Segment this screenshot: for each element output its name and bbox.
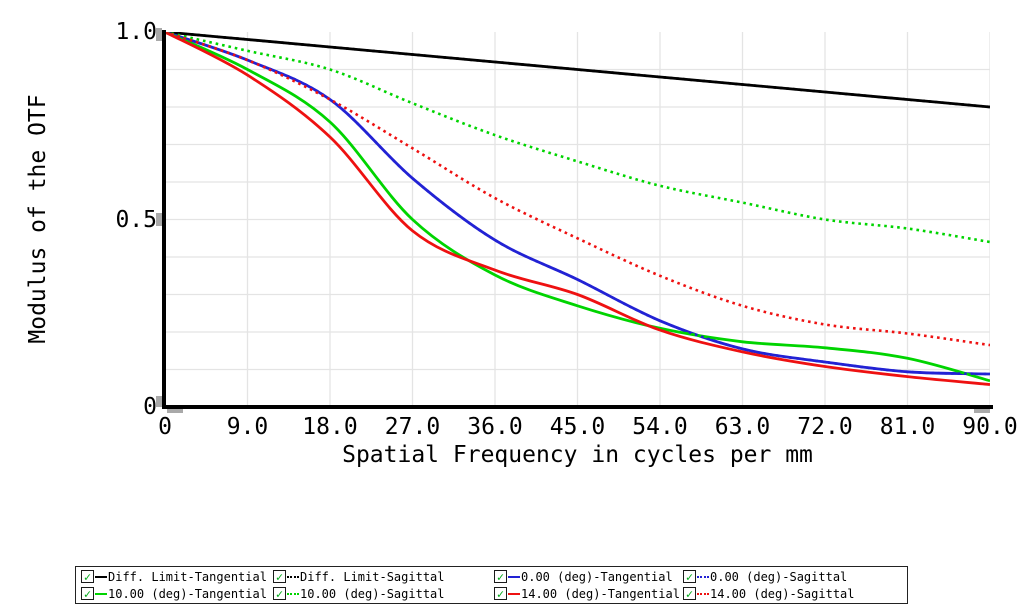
y-axis-title: Modulus of the OTF [25,94,51,344]
legend-checkbox[interactable]: ✓ [81,587,94,600]
legend-checkbox[interactable]: ✓ [273,570,286,583]
x-tick-label-18.0: 18.0 [302,414,358,440]
legend-item: ✓ 0.00 (deg)-Sagittal [683,568,898,585]
legend-checkbox[interactable]: ✓ [494,570,507,583]
x-axis-tick-0 [167,409,183,413]
legend-line-sample [697,592,709,595]
series-14-00-deg-sagittal [165,32,990,347]
series-14-00-deg-tangential [165,32,990,386]
series-diff-limit-tangential [165,32,990,109]
legend-line-sample [508,592,520,595]
legend-line-sample [508,575,520,578]
legend-label: Diff. Limit-Sagittal [300,569,445,584]
legend-label: Diff. Limit-Tangential [108,569,267,584]
legend-checkbox[interactable]: ✓ [81,570,94,583]
legend-label: 10.00 (deg)-Sagittal [300,586,445,601]
y-axis-tick-1.0 [156,28,162,41]
legend-item: ✓ 10.00 (deg)-Sagittal [273,585,494,602]
series-0-00-deg-sagittal [165,32,990,376]
x-axis-spine [162,405,993,409]
y-axis-spine [162,30,166,409]
x-tick-label-54.0: 54.0 [632,414,688,440]
legend-item: ✓ 10.00 (deg)-Tangential [81,585,273,602]
x-tick-label-81.0: 81.0 [879,414,936,440]
legend-checkbox[interactable]: ✓ [683,587,696,600]
x-tick-label-90.0: 90.0 [962,414,1018,440]
legend-line-sample [697,575,709,578]
x-tick-label-63.0: 63.0 [714,414,771,440]
series-10-00-deg-sagittal [165,32,990,244]
y-tick-label-0: 0 [143,394,157,420]
x-tick-label-45.0: 45.0 [549,414,606,440]
legend-label: 0.00 (deg)-Tangential [521,569,673,584]
legend-label: 0.00 (deg)-Sagittal [710,569,848,584]
y-tick-label-0.5: 0.5 [115,206,157,233]
legend-label: 14.00 (deg)-Tangential [521,586,680,601]
legend-item: ✓ Diff. Limit-Sagittal [273,568,494,585]
mtf-chart-canvas [165,32,990,407]
legend-line-sample [95,592,107,595]
x-tick-label-36.0: 36.0 [467,414,523,440]
x-axis-title: Spatial Frequency in cycles per mm [342,442,813,468]
legend-item: ✓ 0.00 (deg)-Tangential [494,568,683,585]
legend-label: 10.00 (deg)-Tangential [108,586,267,601]
x-tick-label-72.0: 72.0 [797,414,853,440]
legend-checkbox[interactable]: ✓ [273,587,286,600]
legend-box: ✓ Diff. Limit-Tangential ✓ Diff. Limit-Sagi… [75,566,908,604]
x-tick-label-0: 0 [158,414,172,440]
legend-line-sample [287,592,299,595]
x-axis-tick-90 [974,409,990,413]
series-10-00-deg-tangential [165,32,990,383]
legend-checkbox[interactable]: ✓ [683,570,696,583]
legend-item: ✓ Diff. Limit-Tangential [81,568,273,585]
legend-line-sample [95,575,107,578]
y-tick-label-1.0: 1.0 [115,19,157,45]
legend-line-sample [287,575,299,578]
legend-checkbox[interactable]: ✓ [494,587,507,600]
legend-item: ✓ 14.00 (deg)-Sagittal [683,585,898,602]
x-tick-label-27.0: 27.0 [384,414,441,440]
legend-label: 14.00 (deg)-Sagittal [710,586,855,601]
y-axis-tick-0.5 [156,213,162,226]
y-axis-tick-0 [156,396,162,407]
legend-item: ✓ 14.00 (deg)-Tangential [494,585,683,602]
x-tick-label-9.0: 9.0 [226,414,269,440]
